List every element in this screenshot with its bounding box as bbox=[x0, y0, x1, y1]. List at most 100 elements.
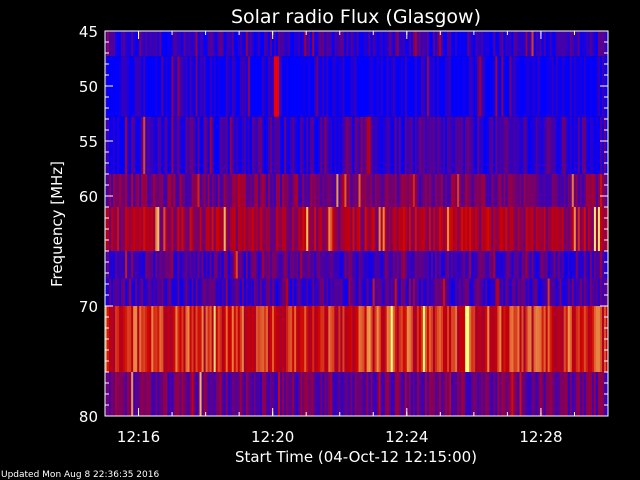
heatmap-cell bbox=[499, 56, 502, 117]
heatmap-cell bbox=[563, 116, 567, 174]
heatmap-cell bbox=[177, 251, 180, 279]
heatmap-cell bbox=[513, 56, 516, 117]
heatmap-cell bbox=[475, 56, 478, 117]
heatmap-cell bbox=[420, 372, 424, 416]
heatmap-cell bbox=[139, 31, 142, 57]
heatmap-cell bbox=[414, 31, 418, 57]
heatmap-cell bbox=[388, 207, 392, 251]
heatmap-cell bbox=[509, 56, 512, 117]
heatmap-cell bbox=[163, 207, 166, 251]
heatmap-cell bbox=[263, 251, 267, 279]
heatmap-cell bbox=[557, 56, 561, 117]
heatmap-cell bbox=[513, 372, 516, 416]
heatmap-cell bbox=[310, 31, 313, 57]
heatmap-cell bbox=[569, 56, 573, 117]
heatmap-cell bbox=[495, 372, 498, 416]
heatmap-cell bbox=[392, 278, 396, 306]
heatmap-cell bbox=[537, 116, 540, 174]
heatmap-cell bbox=[430, 207, 434, 251]
heatmap-cell bbox=[354, 306, 357, 372]
heatmap-cell bbox=[308, 174, 311, 207]
heatmap-cell bbox=[531, 306, 534, 372]
heatmap-cell bbox=[406, 251, 410, 279]
heatmap-cell bbox=[157, 174, 160, 207]
heatmap-cell bbox=[171, 372, 174, 416]
heatmap-cell bbox=[211, 372, 215, 416]
heatmap-cell bbox=[177, 306, 180, 372]
heatmap-cell bbox=[123, 372, 126, 416]
heatmap-cell bbox=[314, 306, 317, 372]
heatmap-cell bbox=[453, 174, 456, 207]
heatmap-cell bbox=[151, 56, 154, 117]
heatmap-cell bbox=[276, 207, 279, 251]
heatmap-cell bbox=[477, 207, 480, 251]
heatmap-cell bbox=[233, 31, 237, 57]
heatmap-cell bbox=[539, 278, 542, 306]
heatmap-cell bbox=[171, 306, 174, 372]
heatmap-cell bbox=[539, 174, 542, 207]
heatmap-cell bbox=[217, 31, 221, 57]
heatmap-cell bbox=[282, 278, 285, 306]
heatmap-cell bbox=[581, 372, 585, 416]
heatmap-cell bbox=[535, 56, 538, 117]
heatmap-cell bbox=[557, 372, 561, 416]
heatmap-cell bbox=[453, 56, 456, 117]
heatmap-cell bbox=[499, 207, 502, 251]
heatmap-cell bbox=[274, 251, 277, 279]
heatmap-cell bbox=[384, 116, 388, 174]
heatmap-cell bbox=[296, 207, 299, 251]
heatmap-cell bbox=[436, 278, 440, 306]
heatmap-cell bbox=[257, 372, 261, 416]
heatmap-cell bbox=[436, 306, 440, 372]
heatmap-cell bbox=[205, 306, 209, 372]
heatmap-cell bbox=[428, 306, 432, 372]
heatmap-cell bbox=[426, 56, 430, 117]
heatmap-cell bbox=[501, 116, 504, 174]
heatmap-cell bbox=[410, 116, 414, 174]
heatmap-cell bbox=[153, 251, 156, 279]
heatmap-cell bbox=[410, 174, 414, 207]
heatmap-cell bbox=[398, 31, 402, 57]
heatmap-cell bbox=[149, 116, 152, 174]
heatmap-cell bbox=[597, 31, 601, 57]
heatmap-cell bbox=[525, 116, 528, 174]
heatmap-cell bbox=[304, 31, 307, 57]
heatmap-cell bbox=[211, 116, 215, 174]
heatmap-cell bbox=[360, 251, 363, 279]
heatmap-cell bbox=[255, 278, 259, 306]
heatmap-cell bbox=[354, 372, 357, 416]
heatmap-cell bbox=[225, 174, 229, 207]
heatmap-cell bbox=[573, 306, 577, 372]
heatmap-cell bbox=[197, 56, 200, 117]
heatmap-cell bbox=[370, 116, 373, 174]
heatmap-cell bbox=[541, 278, 545, 306]
heatmap-cell bbox=[231, 31, 235, 57]
heatmap-cell bbox=[312, 251, 315, 279]
heatmap-cell bbox=[300, 278, 303, 306]
heatmap-cell bbox=[533, 372, 536, 416]
heatmap-cell bbox=[233, 372, 237, 416]
heatmap-cell bbox=[193, 372, 196, 416]
heatmap-cell bbox=[155, 372, 158, 416]
heatmap-cell bbox=[593, 174, 597, 207]
heatmap-cell bbox=[467, 251, 470, 279]
heatmap-cell bbox=[159, 278, 162, 306]
heatmap-cell bbox=[338, 56, 341, 117]
heatmap-cell bbox=[127, 31, 130, 57]
heatmap-cell bbox=[531, 207, 534, 251]
heatmap-cell bbox=[412, 207, 416, 251]
heatmap-cell bbox=[237, 207, 241, 251]
heatmap-cell bbox=[221, 372, 225, 416]
heatmap-cell bbox=[451, 372, 454, 416]
heatmap-cell bbox=[459, 306, 462, 372]
heatmap-cell bbox=[332, 278, 335, 306]
heatmap-cell bbox=[157, 31, 160, 57]
heatmap-cell bbox=[517, 207, 520, 251]
heatmap-cell bbox=[177, 56, 180, 117]
heatmap-cell bbox=[239, 306, 243, 372]
heatmap-cell bbox=[179, 31, 182, 57]
heatmap-cell bbox=[300, 31, 303, 57]
heatmap-cell bbox=[332, 116, 335, 174]
heatmap-cell bbox=[125, 372, 128, 416]
heatmap-cell bbox=[479, 116, 482, 174]
